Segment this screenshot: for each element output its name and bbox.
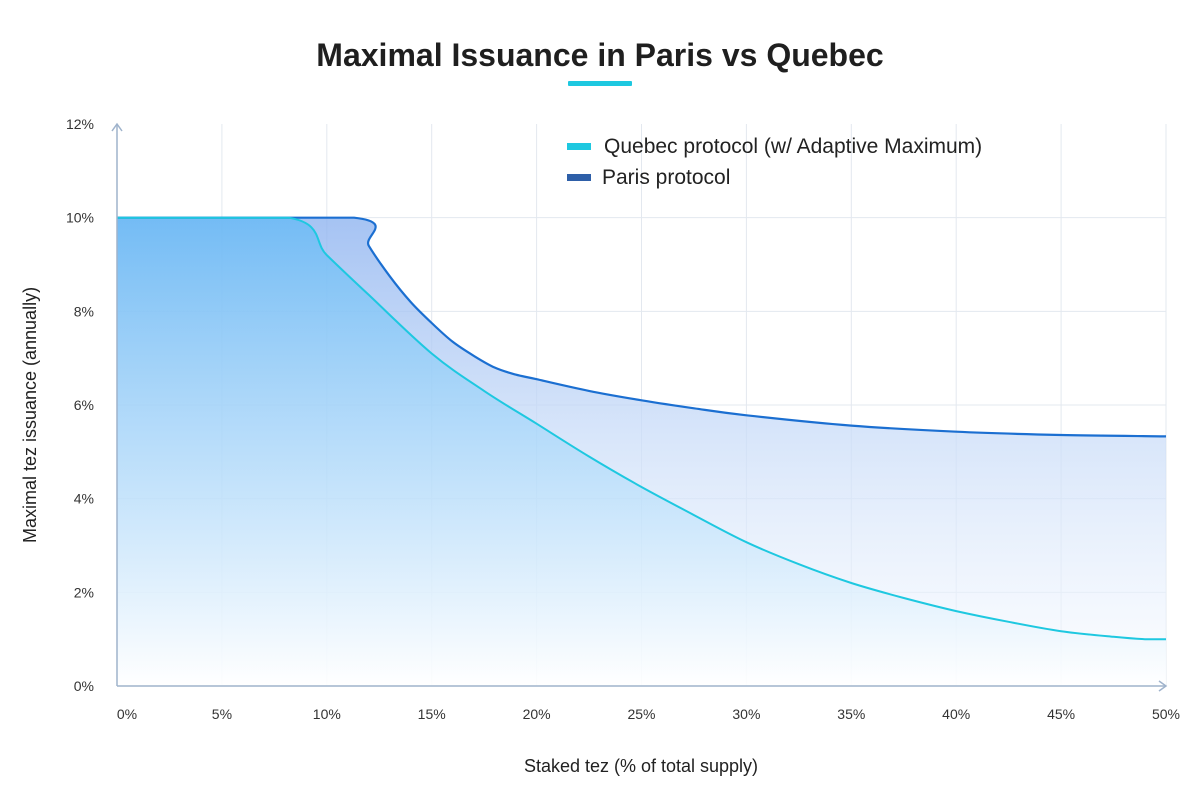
x-tick-label: 10%: [313, 706, 341, 722]
legend: Quebec protocol (w/ Adaptive Maximum) Pa…: [567, 135, 982, 189]
axes: [111, 122, 1168, 692]
y-axis-label: Maximal tez issuance (annually): [20, 287, 40, 543]
x-tick-label: 20%: [523, 706, 551, 722]
legend-label-quebec: Quebec protocol (w/ Adaptive Maximum): [604, 135, 982, 158]
area-fills: [117, 217, 1166, 686]
x-tick-label: 5%: [212, 706, 232, 722]
legend-swatch-paris: [567, 174, 591, 181]
x-axis-label: Staked tez (% of total supply): [524, 756, 758, 776]
x-tick-label: 35%: [837, 706, 865, 722]
series-line-quebec: [117, 216, 1166, 641]
series-lines: [117, 216, 1167, 641]
y-tick-label: 2%: [74, 584, 94, 600]
x-axis-ticks: 0% 5% 10% 15% 20% 25% 30% 35% 40% 45% 50%: [117, 706, 1180, 722]
x-axis-arrow: [1158, 680, 1168, 692]
y-tick-label: 6%: [74, 397, 94, 413]
legend-label-paris: Paris protocol: [602, 166, 730, 189]
chart-title: Maximal Issuance in Paris vs Quebec: [316, 37, 883, 73]
x-tick-label: 45%: [1047, 706, 1075, 722]
x-tick-label: 15%: [418, 706, 446, 722]
y-axis-ticks: 0% 2% 4% 6% 8% 10% 12%: [66, 116, 94, 694]
legend-swatch-quebec: [567, 143, 591, 150]
x-tick-label: 0%: [117, 706, 137, 722]
y-tick-label: 8%: [74, 303, 94, 319]
x-tick-label: 25%: [627, 706, 655, 722]
y-tick-label: 10%: [66, 210, 94, 226]
y-tick-label: 0%: [74, 678, 94, 694]
x-tick-label: 50%: [1152, 706, 1180, 722]
y-axis-arrow: [111, 122, 123, 132]
area-quebec: [117, 217, 1166, 686]
y-tick-label: 12%: [66, 116, 94, 132]
x-tick-label: 40%: [942, 706, 970, 722]
y-tick-label: 4%: [74, 491, 94, 507]
x-tick-label: 30%: [732, 706, 760, 722]
title-underline: [568, 81, 632, 86]
area-band-paris: [117, 217, 1166, 640]
series-line-paris: [117, 216, 1167, 438]
